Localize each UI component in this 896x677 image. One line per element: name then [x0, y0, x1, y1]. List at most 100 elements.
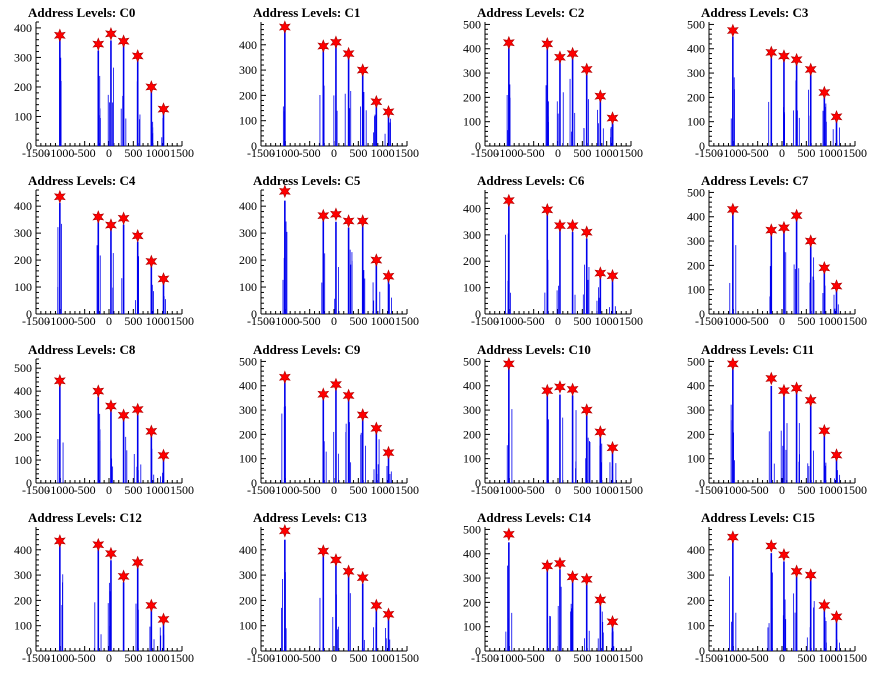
- x-tick-label: 0: [779, 483, 785, 497]
- star-marker-icon: [594, 89, 607, 103]
- chart-panel: Address Levels: C1 0 100 200 300 400 -1500-100…: [239, 5, 419, 160]
- y-tick-label: 300: [14, 226, 32, 240]
- star-marker-icon: [778, 220, 790, 235]
- y-tick-label: 400: [687, 379, 705, 393]
- y-tick-label: 300: [14, 407, 32, 421]
- y-tick-label: 200: [687, 427, 705, 441]
- star-marker-icon: [330, 553, 342, 567]
- y-tick-label: 200: [14, 593, 32, 607]
- x-tick-label: 1500: [843, 483, 867, 497]
- x-tick-label: 0: [555, 314, 561, 328]
- star-marker-icon: [804, 393, 817, 408]
- x-tick-label: 500: [797, 146, 815, 160]
- y-tick-label: 0: [26, 476, 32, 490]
- star-marker-icon: [566, 382, 579, 397]
- star-marker-icon: [342, 564, 355, 579]
- star-marker-icon: [818, 423, 831, 438]
- chart-panel: Address Levels: C20100200300400500-1500-…: [463, 5, 643, 160]
- chart-panel: Address Levels: C6 0 100 200 300 400 -1500-100…: [463, 173, 643, 328]
- chart-panel: Address Levels: C0 0 100 200 300 400 -1500-100…: [14, 5, 194, 160]
- x-tick-label: 0: [779, 314, 785, 328]
- star-marker-icon: [554, 50, 566, 65]
- y-tick-label: 100: [687, 283, 705, 297]
- x-tick-label: 0: [331, 651, 337, 665]
- x-tick-label: -1500: [471, 146, 499, 160]
- x-tick-label: -1500: [695, 483, 723, 497]
- y-tick-label: 300: [463, 66, 481, 80]
- star-marker-icon: [594, 593, 607, 607]
- star-marker-icon: [818, 85, 831, 100]
- x-tick-label: 500: [124, 651, 142, 665]
- x-tick-label: 0: [331, 483, 337, 497]
- x-tick-label: 500: [573, 483, 591, 497]
- star-marker-icon: [92, 384, 105, 398]
- star-marker-icon: [145, 80, 158, 94]
- x-tick-label: -1500: [247, 651, 275, 665]
- star-marker-icon: [370, 253, 383, 267]
- y-tick-label: 100: [239, 619, 257, 633]
- x-tick-label: -1500: [471, 314, 499, 328]
- chart-title: Address Levels: C0: [28, 5, 135, 20]
- y-tick-label: 400: [687, 42, 705, 56]
- y-tick-label: 300: [239, 403, 257, 417]
- x-tick-label: -1000: [46, 483, 74, 497]
- y-tick-label: 200: [239, 253, 257, 267]
- star-marker-icon: [554, 218, 566, 233]
- star-marker-icon: [330, 207, 342, 222]
- x-tick-label: -1000: [719, 314, 747, 328]
- star-marker-icon: [382, 607, 395, 622]
- y-tick-label: 200: [463, 595, 481, 609]
- chart-title: Address Levels: C15: [701, 510, 815, 525]
- chart-panel: Address Levels: C90100200300400500-1500-…: [239, 342, 419, 497]
- x-tick-label: -500: [747, 483, 769, 497]
- x-tick-label: 1500: [843, 651, 867, 665]
- y-tick-label: 0: [475, 644, 481, 658]
- y-tick-label: 400: [239, 379, 257, 393]
- star-marker-icon: [765, 539, 778, 553]
- chart-panel: Address Levels: C10 0 100 200 300 400 500 -1500…: [463, 342, 643, 497]
- star-marker-icon: [606, 614, 619, 629]
- x-tick-label: -1500: [695, 314, 723, 328]
- y-tick-label: 300: [14, 50, 32, 64]
- chart-title: Address Levels: C1: [253, 5, 360, 20]
- star-marker-icon: [92, 37, 105, 51]
- star-marker-icon: [778, 49, 790, 63]
- star-marker-icon: [157, 612, 170, 627]
- star-marker-icon: [370, 598, 383, 613]
- y-tick-label: 400: [463, 42, 481, 56]
- y-tick-label: 300: [687, 234, 705, 248]
- y-tick-label: 300: [687, 66, 705, 80]
- star-marker-icon: [317, 39, 330, 53]
- y-tick-label: 300: [14, 568, 32, 582]
- y-tick-label: 200: [463, 427, 481, 441]
- y-tick-label: 300: [239, 63, 257, 77]
- chart-title: Address Levels: C8: [28, 342, 136, 357]
- x-tick-label: -500: [747, 651, 769, 665]
- x-tick-label: 1000: [371, 314, 395, 328]
- star-marker-icon: [594, 425, 607, 439]
- star-marker-icon: [342, 214, 355, 228]
- star-marker-icon: [726, 530, 739, 544]
- y-tick-label: 0: [26, 139, 32, 153]
- x-tick-label: 500: [349, 146, 367, 160]
- chart-title: Address Levels: C3: [701, 5, 809, 20]
- star-marker-icon: [580, 572, 593, 587]
- x-tick-label: -500: [74, 651, 96, 665]
- chart-title: Address Levels: C10: [477, 342, 591, 357]
- x-tick-label: -500: [299, 314, 321, 328]
- y-tick-label: 0: [251, 644, 257, 658]
- star-marker-icon: [131, 402, 144, 417]
- y-tick-label: 400: [463, 547, 481, 561]
- x-tick-label: -500: [523, 651, 545, 665]
- star-marker-icon: [804, 234, 817, 248]
- x-tick-label: 1000: [595, 314, 619, 328]
- star-marker-icon: [92, 537, 105, 552]
- y-tick-label: 300: [687, 568, 705, 582]
- x-tick-label: -1500: [695, 651, 723, 665]
- star-marker-icon: [566, 218, 579, 233]
- star-marker-icon: [606, 440, 619, 455]
- x-tick-label: 0: [555, 146, 561, 160]
- chart-panel: Address Levels: C12 0 100 200 300 400 -1500-10…: [14, 510, 194, 665]
- star-marker-icon: [790, 381, 803, 396]
- y-tick-label: 200: [14, 80, 32, 94]
